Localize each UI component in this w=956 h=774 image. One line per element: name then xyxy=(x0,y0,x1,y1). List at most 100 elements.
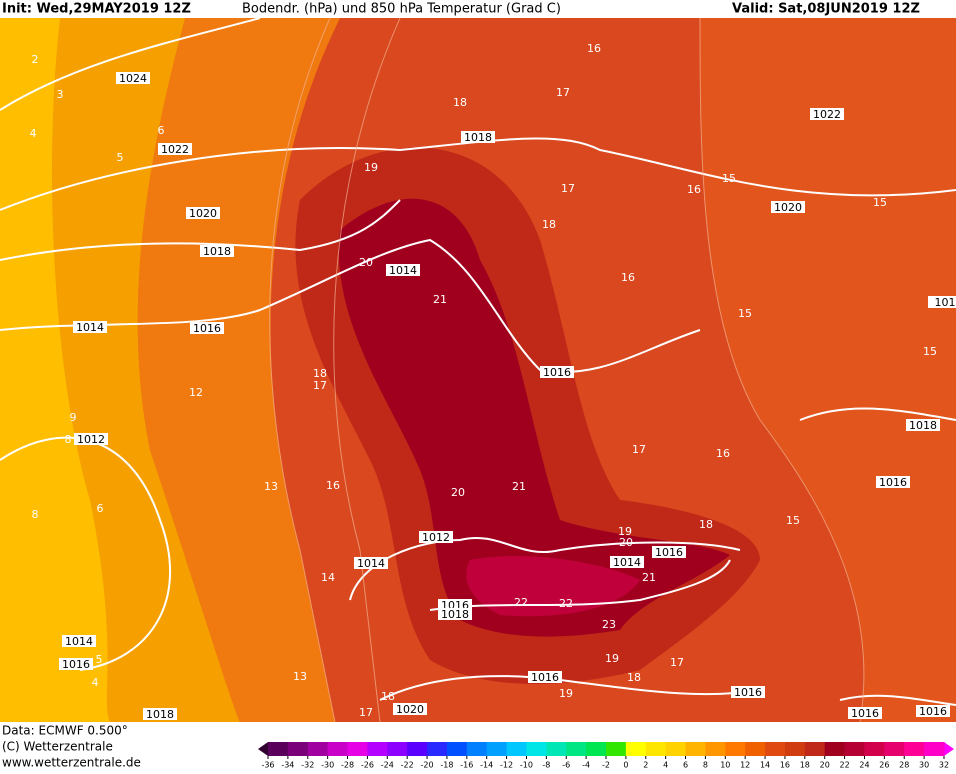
colorbar-tick-label: -14 xyxy=(480,761,493,770)
colorbar-tick-label: 4 xyxy=(663,761,668,770)
temperature-label: 19 xyxy=(364,161,378,174)
colorbar-bin xyxy=(367,742,387,756)
temperature-label: 16 xyxy=(716,447,730,460)
colorbar-bin xyxy=(924,742,944,756)
temperature-label: 20 xyxy=(451,486,465,499)
colorbar-bin xyxy=(705,742,725,756)
colorbar-bin xyxy=(507,742,527,756)
isobar-label: 1016 xyxy=(851,707,879,720)
colorbar-tick-label: 28 xyxy=(899,761,909,770)
temperature-label: 4 xyxy=(30,127,37,140)
isobar-label: 1018 xyxy=(146,708,174,721)
colorbar-tick-label: 26 xyxy=(879,761,889,770)
colorbar-bin xyxy=(785,742,805,756)
temperature-label: 13 xyxy=(293,670,307,683)
temperature-label: 13 xyxy=(264,480,278,493)
temperature-label: 15 xyxy=(873,196,887,209)
temperature-label: 15 xyxy=(738,307,752,320)
colorbar-tick-label: -16 xyxy=(460,761,473,770)
colorbar-bin xyxy=(288,742,308,756)
isobar-label: 1016 xyxy=(919,705,947,718)
map-title: Bodendr. (hPa) und 850 hPa Temperatur (G… xyxy=(242,2,561,17)
isobar-label: 1022 xyxy=(813,108,841,121)
colorbar-bin xyxy=(467,742,487,756)
colorbar-tick-label: 32 xyxy=(939,761,949,770)
isobar-label: 1018 xyxy=(909,419,937,432)
temperature-label: 6 xyxy=(158,124,165,137)
temperature-label: 4 xyxy=(92,676,99,689)
temperature-label: 17 xyxy=(561,182,575,195)
isobar-label: 1024 xyxy=(119,72,147,85)
colorbar-tick-label: 24 xyxy=(859,761,869,770)
isobar-label: 1016 xyxy=(531,671,559,684)
temperature-label: 8 xyxy=(32,508,39,521)
colorbar-bin xyxy=(725,742,745,756)
colorbar-tick-label: -4 xyxy=(582,761,590,770)
colorbar-bin xyxy=(825,742,845,756)
isobar-label: 1016 xyxy=(655,546,683,559)
colorbar-bin xyxy=(387,742,407,756)
temperature-label: 18 xyxy=(381,690,395,703)
colorbar-bin xyxy=(546,742,566,756)
colorbar-bin xyxy=(447,742,467,756)
colorbar-tick-label: -34 xyxy=(281,761,294,770)
temperature-label: 21 xyxy=(433,293,447,306)
isobar-label: 1014 xyxy=(389,264,417,277)
valid-time: Valid: Sat,08JUN2019 12Z xyxy=(732,2,920,17)
colorbar-tick-label: -12 xyxy=(500,761,513,770)
colorbar-bin xyxy=(904,742,924,756)
colorbar-tick-label: 30 xyxy=(919,761,929,770)
isobar-label: 1018 xyxy=(203,245,231,258)
temperature-label: 18 xyxy=(699,518,713,531)
temperature-label: 15 xyxy=(923,345,937,358)
isobar-label: 1022 xyxy=(161,143,189,156)
temperature-label: 21 xyxy=(642,571,656,584)
isobar-label: 1016 xyxy=(193,322,221,335)
colorbar-bin xyxy=(407,742,427,756)
colorbar-bin xyxy=(427,742,447,756)
isobar-label: 101 xyxy=(935,296,956,309)
colorbar-tick-label: -6 xyxy=(562,761,570,770)
colorbar-bin xyxy=(646,742,666,756)
temperature-label: 17 xyxy=(670,656,684,669)
isobar-label: 1014 xyxy=(357,557,385,570)
colorbar-tick-label: 8 xyxy=(703,761,708,770)
colorbar-tick-label: -32 xyxy=(301,761,314,770)
isobar-label: 1012 xyxy=(77,433,105,446)
colorbar-tick-label: -8 xyxy=(542,761,550,770)
temperature-label: 18 xyxy=(627,671,641,684)
temperature-label: 3 xyxy=(57,88,64,101)
colorbar-bin xyxy=(884,742,904,756)
temperature-label: 17 xyxy=(556,86,570,99)
isobar-label: 1016 xyxy=(879,476,907,489)
temperature-label: 22 xyxy=(514,596,528,609)
temperature-label: 15 xyxy=(722,172,736,185)
colorbar-bin xyxy=(666,742,686,756)
colorbar-bin xyxy=(348,742,368,756)
colorbar-tick-label: 16 xyxy=(780,761,790,770)
colorbar-tick-label: 6 xyxy=(683,761,688,770)
colorbar-bin xyxy=(845,742,865,756)
colorbar-bin xyxy=(805,742,825,756)
temperature-label: 17 xyxy=(632,443,646,456)
temperature-label: 16 xyxy=(621,271,635,284)
temperature-label: 14 xyxy=(321,571,335,584)
colorbar-tick-label: -24 xyxy=(381,761,394,770)
colorbar-tick-label: -30 xyxy=(321,761,334,770)
temperature-label: 17 xyxy=(313,379,327,392)
temperature-label: 18 xyxy=(453,96,467,109)
temperature-label: 16 xyxy=(687,183,701,196)
temperature-label: 19 xyxy=(559,687,573,700)
temperature-label: 8 xyxy=(65,433,72,446)
temperature-label: 2 xyxy=(32,53,39,66)
temperature-label: 21 xyxy=(512,480,526,493)
colorbar-bin xyxy=(586,742,606,756)
isobar-label: 1016 xyxy=(734,686,762,699)
colorbar-tick-label: -20 xyxy=(421,761,434,770)
colorbar-bin xyxy=(328,742,348,756)
colorbar-tick-label: 22 xyxy=(839,761,849,770)
isobar-label: 1012 xyxy=(422,531,450,544)
isobar-label: 1014 xyxy=(76,321,104,334)
colorbar-bin xyxy=(745,742,765,756)
colorbar-tick-label: -36 xyxy=(261,761,274,770)
